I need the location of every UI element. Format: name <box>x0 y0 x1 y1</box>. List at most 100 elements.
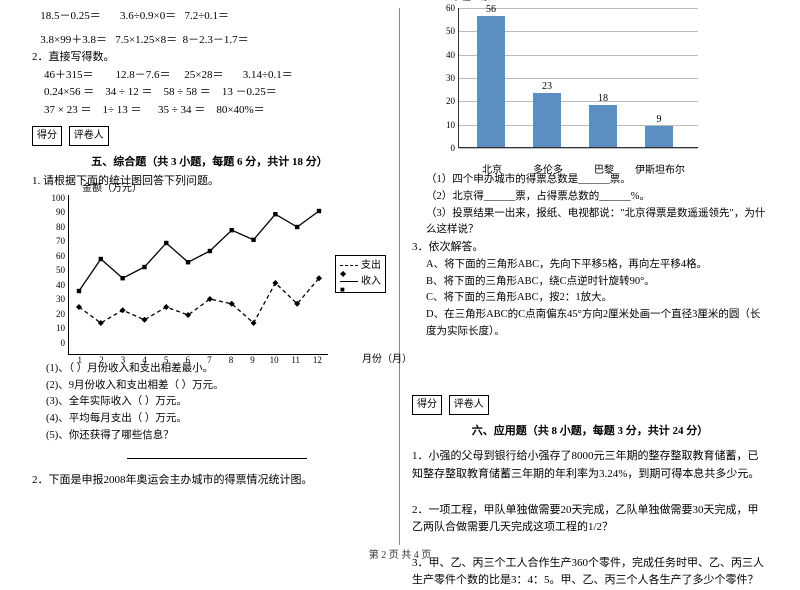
bar-xlab-0: 北京 <box>467 163 517 179</box>
bar-xlab-1: 多伦多 <box>523 163 573 179</box>
xl1: 2 <box>91 353 113 367</box>
section5-title: 五、综合题（共 3 小题，每题 6 分，共计 18 分） <box>32 154 387 172</box>
bar-val-1: 23 <box>533 79 561 95</box>
sq1: (2)、9月份收入和支出相差（ ）万元。 <box>46 378 387 395</box>
xl2: 3 <box>112 353 134 367</box>
q3d: D、在三角形ABC的C点南偏东45°方向2厘米处画一个直径3厘米的圆（长度为实际… <box>426 307 768 341</box>
a1-2: 3.6÷0.9×0＝ <box>120 10 176 22</box>
arith-row-2: 3.8×99＋3.8＝ 7.5×1.25×8＝ 8－2.3－1.7＝ <box>32 32 387 50</box>
x-axis-label: 月份（月） <box>362 352 412 368</box>
bar-0: 56 <box>477 16 505 147</box>
g01: 12.8－7.6＝ <box>116 69 171 81</box>
score-row-2: 得分 评卷人 <box>412 395 768 417</box>
arith-header: 2．直接写得数。 <box>32 49 387 67</box>
g12: 58 ÷ 58 ＝ <box>164 86 211 98</box>
xl3: 4 <box>134 353 156 367</box>
yl4: 60 <box>47 249 65 264</box>
line-plot-svg <box>69 195 329 355</box>
a1-1: 18.5－0.25＝ <box>40 10 101 22</box>
yl9: 10 <box>47 321 65 336</box>
score-box-a: 得分 <box>32 126 62 146</box>
legend-income-icon <box>340 281 358 282</box>
rq2: （3）投票结果一出来，报纸、电视都说："北京得票是数遥遥领先"，为什么这样说？ <box>426 206 768 240</box>
xl5: 6 <box>177 353 199 367</box>
bar-val-2: 18 <box>589 91 617 107</box>
section6-title: 六、应用题（共 8 小题，每题 3 分，共计 24 分） <box>412 423 768 441</box>
x-labels: 1 2 3 4 5 6 7 8 9 10 11 12 <box>69 353 329 367</box>
page-footer: 第 2 页 共 4 页 <box>0 546 800 561</box>
g22: 35 ÷ 34 ＝ <box>158 104 205 116</box>
g03: 3.14÷0.1＝ <box>243 69 293 81</box>
xl7: 8 <box>220 353 242 367</box>
a2-3: 8－2.3－1.7＝ <box>183 34 249 46</box>
bar-3: 9 <box>645 126 673 147</box>
bar-ylab: 50 <box>441 24 455 38</box>
q3a: A、将下面的三角形ABC，先向下平移5格，再向左平移4格。 <box>426 257 768 274</box>
legend: 支出 收入 <box>335 255 386 293</box>
xl4: 5 <box>155 353 177 367</box>
app-q1: 1．小强的父母到银行给小强存了8000元三年期的整存整取教育储蓄，已知整存整取教… <box>412 448 768 483</box>
yl6: 40 <box>47 278 65 293</box>
grid-row-0: 46＋315＝ 12.8－7.6＝ 25×28＝ 3.14÷0.1＝ <box>32 67 387 85</box>
answer-blank-line <box>127 458 307 459</box>
bar-ylab: 20 <box>441 94 455 108</box>
yl8: 20 <box>47 307 65 322</box>
score-row: 得分 评卷人 <box>32 126 387 148</box>
q3b: B、将下面的三角形ABC，绕C点逆时针旋转90°。 <box>426 274 768 291</box>
grid-row-1: 0.24×56 ＝ 34 ÷ 12 ＝ 58 ÷ 58 ＝ 13 －0.25＝ <box>32 84 387 102</box>
q3-items: A、将下面的三角形ABC，先向下平移5格，再向左平移4格。 B、将下面的三角形A… <box>426 257 768 341</box>
q2: 2．下面是申报2008年奥运会主办城市的得票情况统计图。 <box>32 472 387 490</box>
yl10: 0 <box>47 336 65 351</box>
bar-val-0: 56 <box>477 2 505 18</box>
score-box-a2: 得分 <box>412 395 442 415</box>
yl0: 100 <box>47 191 65 206</box>
score-box-b2: 评卷人 <box>449 395 489 415</box>
g00: 46＋315＝ <box>44 69 94 81</box>
g13: 13 －0.25＝ <box>222 86 277 98</box>
q3c: C、将下面的三角形ABC，按2：1放大。 <box>426 290 768 307</box>
g11: 34 ÷ 12 ＝ <box>105 86 152 98</box>
y-labels: 100 90 80 70 60 50 40 30 20 10 0 <box>47 191 65 351</box>
bar-2: 18 <box>589 105 617 147</box>
bar-val-3: 9 <box>645 112 673 128</box>
q3: 3．依次解答。 <box>412 239 768 257</box>
sq4: (5)、你还获得了哪些信息？ <box>46 428 387 445</box>
grid-row-2: 37 × 23 ＝ 1÷ 13 ＝ 35 ÷ 34 ＝ 80×40%＝ <box>32 102 387 120</box>
yl5: 50 <box>47 263 65 278</box>
g20: 37 × 23 ＝ <box>44 104 91 116</box>
right-column: 单位：票 0102030405060 5623189 北京多伦多巴黎伊斯坦布尔 … <box>400 8 780 545</box>
bar-xlab-3: 伊斯坦布尔 <box>635 163 685 179</box>
a2-1: 3.8×99＋3.8＝ <box>40 34 107 46</box>
left-column: 18.5－0.25＝ 3.6÷0.9×0＝ 7.2÷0.1＝ 3.8×99＋3.… <box>20 8 400 545</box>
right-sub-q: （1）四个申办城市的得票总数是______票。 （2）北京得______票，占得… <box>426 172 768 239</box>
bar-chart-wrap: 单位：票 0102030405060 5623189 北京多伦多巴黎伊斯坦布尔 <box>458 8 718 148</box>
sq3: (4)、平均每月支出（ ）万元。 <box>46 411 387 428</box>
a2-2: 7.5×1.25×8＝ <box>115 34 177 46</box>
bar-chart: 单位：票 0102030405060 5623189 北京多伦多巴黎伊斯坦布尔 <box>458 8 698 148</box>
xl0: 1 <box>69 353 91 367</box>
xl10: 11 <box>285 353 307 367</box>
yl7: 30 <box>47 292 65 307</box>
rq1: （2）北京得______票，占得票总数的______%。 <box>426 189 768 206</box>
xl9: 10 <box>263 353 285 367</box>
bar-ylab: 60 <box>441 1 455 15</box>
yl3: 70 <box>47 234 65 249</box>
arith-row-1: 18.5－0.25＝ 3.6÷0.9×0＝ 7.2÷0.1＝ <box>32 8 387 26</box>
g21: 1÷ 13 ＝ <box>102 104 141 116</box>
sq2: (3)、全年实际收入（ ）万元。 <box>46 394 387 411</box>
yl2: 80 <box>47 220 65 235</box>
bar-ylab: 30 <box>441 71 455 85</box>
xl6: 7 <box>199 353 221 367</box>
g23: 80×40%＝ <box>216 104 264 116</box>
legend-income-label: 收入 <box>361 274 381 290</box>
bar-ylab: 0 <box>441 141 455 155</box>
legend-expense-icon <box>340 265 358 266</box>
sub-questions: (1)、（ ）月份收入和支出相差最小。 (2)、9月份收入和支出相差（ ）万元。… <box>46 361 387 466</box>
line-chart: 100 90 80 70 60 50 40 30 20 10 0 1 2 <box>68 195 328 355</box>
bar-1: 23 <box>533 93 561 147</box>
bar-ylab: 10 <box>441 117 455 131</box>
bar-ylab: 40 <box>441 47 455 61</box>
a1-3: 7.2÷0.1＝ <box>185 10 230 22</box>
xl8: 9 <box>242 353 264 367</box>
g02: 25×28＝ <box>184 69 223 81</box>
